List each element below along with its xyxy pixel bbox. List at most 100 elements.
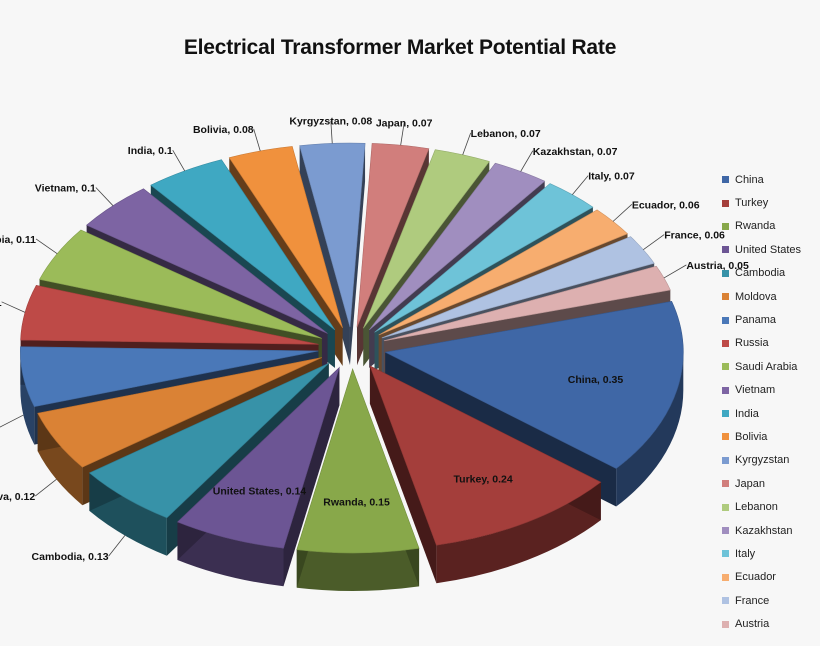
legend-swatch-vietnam <box>722 386 729 394</box>
slice-side-china <box>616 352 684 507</box>
slice-top-china <box>384 301 684 469</box>
legend-item-china: China <box>722 168 818 191</box>
slice-side-rwanda <box>296 548 420 591</box>
legend-label-italy: Italy <box>735 547 756 560</box>
legend-label-united-states: United States <box>735 243 802 256</box>
leader-line-austria <box>663 264 687 279</box>
legend-label-kyrgyzstan: Kyrgyzstan <box>735 454 790 467</box>
legend-item-vietnam: Vietnam <box>722 379 818 402</box>
slice-wall-united-states <box>283 367 340 587</box>
leader-line-russia <box>1 301 26 313</box>
leader-line-cambodia <box>108 535 126 557</box>
legend-item-turkey: Turkey <box>722 191 818 214</box>
legend-label-moldova: Moldova <box>735 290 777 303</box>
legend-label-bolivia: Bolivia <box>735 430 768 443</box>
leader-line-kyrgyzstan <box>330 120 333 144</box>
legend-label-cambodia: Cambodia <box>735 267 786 280</box>
legend-label-kazakhstan: Kazakhstan <box>735 524 793 537</box>
legend-swatch-turkey <box>722 199 729 207</box>
leader-line-lebanon <box>462 132 472 155</box>
legend-swatch-ecuador <box>722 573 729 581</box>
data-label-italy: Italy, 0.07 <box>588 171 635 183</box>
data-label-vietnam: Vietnam, 0.1 <box>35 182 96 194</box>
slice-wall-kyrgyzstan <box>349 143 366 366</box>
legend-item-rwanda: Rwanda <box>722 215 818 238</box>
slice-side-panama <box>20 350 35 445</box>
leader-line-ecuador <box>612 203 633 222</box>
slice-top-kazakhstan <box>369 162 546 331</box>
legend-swatch-moldova <box>722 293 729 301</box>
legend-item-lebanon: Lebanon <box>722 495 818 518</box>
data-label-china: China, 0.35 <box>568 374 624 386</box>
slice-top-united-states <box>176 366 340 549</box>
legend-label-ecuador: Ecuador <box>735 571 776 584</box>
data-label-japan: Japan, 0.07 <box>376 118 433 130</box>
leader-line-panama <box>0 414 24 428</box>
slice-top-turkey <box>369 365 602 546</box>
legend-item-japan: Japan <box>722 472 818 495</box>
slice-top-bolivia <box>228 146 343 328</box>
legend-swatch-kazakhstan <box>722 527 729 535</box>
legend-label-turkey: Turkey <box>735 197 769 210</box>
legend-swatch-france <box>722 597 729 605</box>
data-label-cambodia: Cambodia, 0.13 <box>32 551 109 563</box>
data-label-turkey: Turkey, 0.24 <box>454 473 513 485</box>
slice-side-united-states <box>177 521 284 587</box>
leader-line-kazakhstan <box>520 150 534 172</box>
slice-top-kyrgyzstan <box>299 142 366 328</box>
legend-item-panama: Panama <box>722 308 818 331</box>
slice-side-turkey <box>436 482 601 584</box>
legend-item-italy: Italy <box>722 542 818 565</box>
legend: China Turkey Rwanda United States Cambodia Mo… <box>722 168 818 636</box>
legend-swatch-italy <box>722 550 729 558</box>
legend-label-lebanon: Lebanon <box>735 501 778 514</box>
legend-label-panama: Panama <box>735 314 776 327</box>
legend-item-united-states: United States <box>722 238 818 261</box>
legend-item-ecuador: Ecuador <box>722 566 818 589</box>
slice-top-austria <box>383 265 671 342</box>
legend-label-vietnam: Vietnam <box>735 384 776 397</box>
legend-label-austria: Austria <box>735 618 770 631</box>
legend-swatch-china <box>722 176 729 184</box>
legend-item-cambodia: Cambodia <box>722 262 818 285</box>
data-label-india: India, 0.1 <box>128 145 173 157</box>
legend-item-bolivia: Bolivia <box>722 425 818 448</box>
legend-swatch-lebanon <box>722 503 729 511</box>
leader-line-italy <box>572 175 589 195</box>
legend-item-saudi-arabia: Saudi Arabia <box>722 355 818 378</box>
leader-line-bolivia <box>253 128 261 152</box>
legend-swatch-india <box>722 410 729 418</box>
data-label-kyrgyzstan: Kyrgyzstan, 0.08 <box>289 116 372 128</box>
legend-item-austria: Austria <box>722 612 818 635</box>
slice-top-saudi-arabia <box>39 229 322 339</box>
data-label-ecuador: Ecuador, 0.06 <box>632 199 700 211</box>
data-label-russia: Russia, 0.11 <box>0 297 2 309</box>
legend-label-saudi-arabia: Saudi Arabia <box>735 360 798 373</box>
chart-title: Electrical Transformer Market Potential … <box>183 36 617 59</box>
leader-line-india <box>172 150 186 172</box>
legend-swatch-bolivia <box>722 433 729 441</box>
legend-label-rwanda: Rwanda <box>735 220 776 233</box>
data-label-bolivia: Bolivia, 0.08 <box>193 124 254 136</box>
legend-swatch-saudi-arabia <box>722 363 729 371</box>
legend-item-france: France <box>722 589 818 612</box>
legend-swatch-united-states <box>722 246 729 254</box>
legend-item-india: India <box>722 402 818 425</box>
legend-swatch-kyrgyzstan <box>722 456 729 464</box>
leader-line-france <box>643 234 665 250</box>
data-label-france: France, 0.06 <box>664 230 725 242</box>
slice-turkey <box>369 365 602 584</box>
legend-label-russia: Russia <box>735 337 769 350</box>
legend-item-kazakhstan: Kazakhstan <box>722 519 818 542</box>
slice-top-panama <box>20 346 319 408</box>
data-label-kazakhstan: Kazakhstan, 0.07 <box>533 146 618 158</box>
legend-label-india: India <box>735 407 759 420</box>
leader-line-vietnam <box>95 187 114 206</box>
data-label-austria: Austria, 0.05 <box>686 260 749 272</box>
slice-top-russia <box>20 285 319 345</box>
legend-swatch-rwanda <box>722 222 729 230</box>
leader-line-moldova <box>34 479 57 497</box>
slice-united-states <box>176 366 340 587</box>
slice-top-india <box>150 159 336 331</box>
